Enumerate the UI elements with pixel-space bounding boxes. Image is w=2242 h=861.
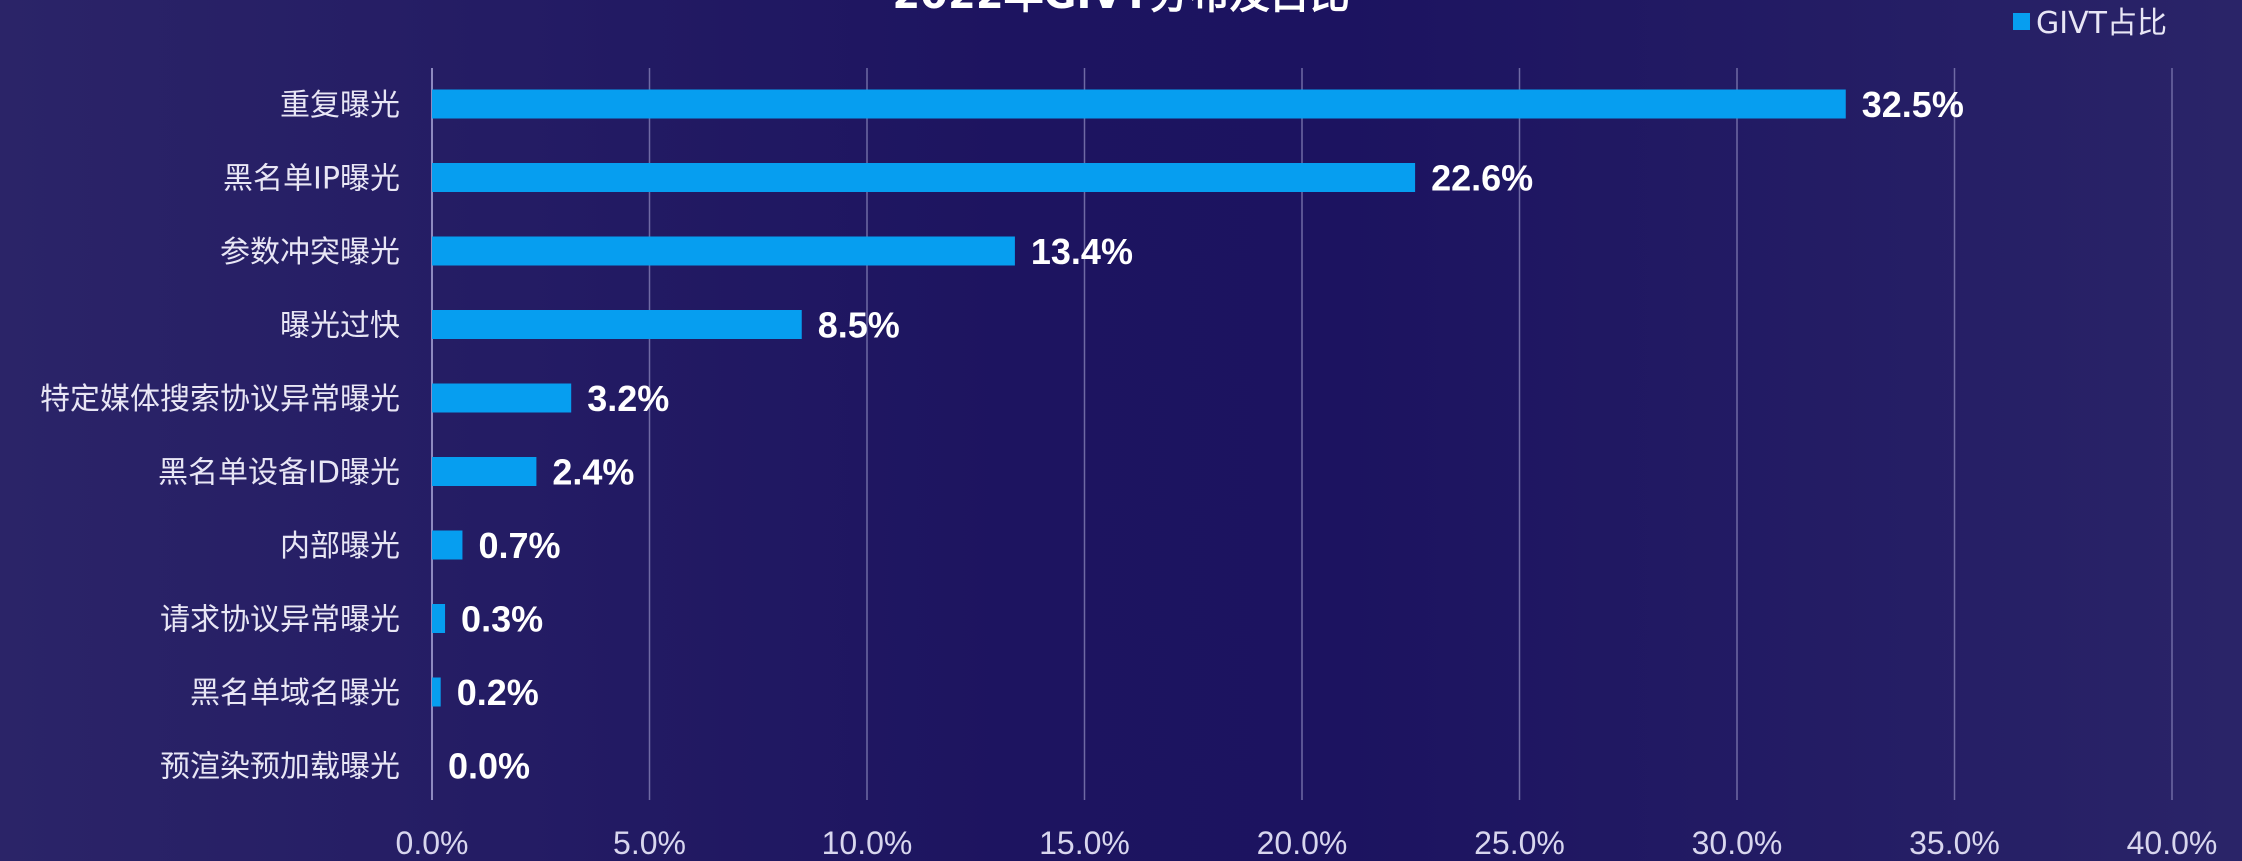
data-label: 3.2% <box>587 378 669 419</box>
category-labels: 重复曝光黑名单IP曝光参数冲突曝光曝光过快特定媒体搜索协议异常曝光黑名单设备ID… <box>40 88 400 785</box>
bar <box>432 383 572 413</box>
x-tick-label: 40.0% <box>2127 825 2218 861</box>
bars <box>432 89 1846 707</box>
bar <box>432 310 802 339</box>
category-label: 重复曝光 <box>280 88 400 123</box>
bar <box>432 604 446 633</box>
x-axis-ticks: 0.0% 5.0% 10.0% 15.0% 20.0% 25.0% 30.0% 35.0% 40… <box>396 825 2218 861</box>
bar <box>432 163 1416 192</box>
category-label: 黑名单IP曝光 <box>223 162 400 197</box>
category-label: 特定媒体搜索协议异常曝光 <box>40 382 400 417</box>
x-tick-label: 35.0% <box>1909 825 2000 861</box>
data-label: 32.5% <box>1862 84 1964 125</box>
bar <box>432 677 441 707</box>
legend-label: GIVT占比 <box>2036 6 2167 41</box>
x-tick-label: 30.0% <box>1692 825 1783 861</box>
chart-title: 2022年GIVT分布及占比 <box>892 0 1349 18</box>
category-label: 黑名单域名曝光 <box>190 676 400 711</box>
category-label: 参数冲突曝光 <box>220 235 400 270</box>
bar <box>432 457 537 486</box>
x-tick-label: 20.0% <box>1257 825 1348 861</box>
data-label: 0.7% <box>478 525 560 566</box>
category-label: 预渲染预加载曝光 <box>160 750 400 785</box>
x-tick-label: 0.0% <box>396 825 469 861</box>
data-label: 0.0% <box>448 746 530 787</box>
x-tick-label: 15.0% <box>1039 825 1130 861</box>
legend-swatch <box>2013 13 2030 30</box>
x-tick-label: 25.0% <box>1474 825 1565 861</box>
x-tick-label: 10.0% <box>822 825 913 861</box>
data-labels: 32.5% 22.6% 13.4% 8.5% 3.2% 2.4% 0.7% 0.3% 0.2% 0… <box>448 84 1964 787</box>
x-tick-label: 5.0% <box>613 825 686 861</box>
data-label: 13.4% <box>1031 231 1133 272</box>
category-label: 曝光过快 <box>280 309 400 344</box>
legend: GIVT占比 <box>2013 6 2167 41</box>
bar <box>432 89 1846 119</box>
category-label: 内部曝光 <box>280 529 400 564</box>
category-label: 黑名单设备ID曝光 <box>158 456 400 491</box>
bar <box>432 530 463 560</box>
category-label: 请求协议异常曝光 <box>160 603 400 638</box>
data-label: 0.3% <box>461 599 543 640</box>
bar <box>432 236 1015 266</box>
data-label: 0.2% <box>457 672 539 713</box>
data-label: 2.4% <box>552 452 634 493</box>
data-label: 8.5% <box>818 305 900 346</box>
data-label: 22.6% <box>1431 158 1533 199</box>
